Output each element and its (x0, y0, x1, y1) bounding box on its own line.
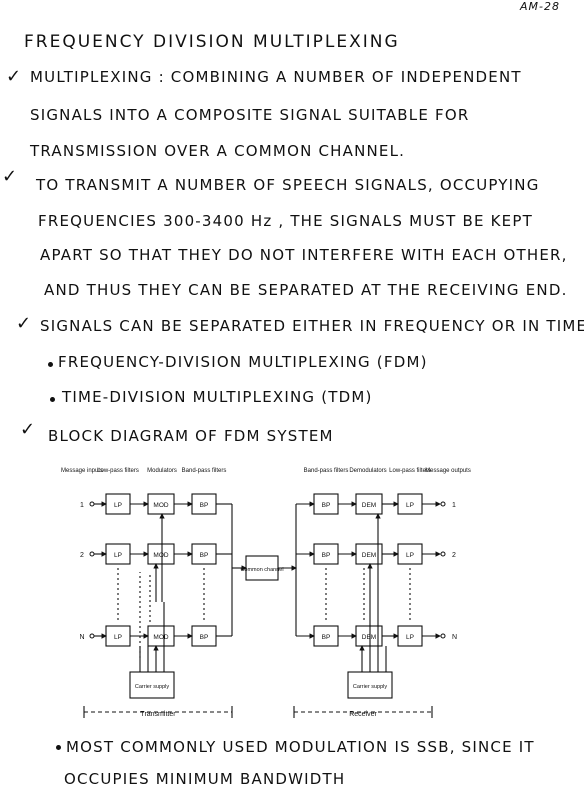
header-bandpass-filters-rx: Band-pass filters (304, 468, 349, 474)
carrier-supply-rx: Carrier supply (353, 684, 387, 690)
text-line: TO TRANSMIT A NUMBER OF SPEECH SIGNALS, … (36, 176, 540, 194)
transmitter-label: Transmitter (140, 711, 176, 718)
bullet-icon (56, 745, 61, 750)
header-message-outputs: Message outputs (425, 468, 471, 474)
dem-block: DEM (362, 634, 376, 641)
output-label: N (452, 634, 457, 641)
carrier-supply-tx: Carrier supply (135, 684, 169, 690)
text-line: FREQUENCIES 300-3400 Hz , THE SIGNALS MU… (38, 212, 533, 230)
text-line: MULTIPLEXING : COMBINING A NUMBER OF IND… (30, 68, 522, 86)
bp-block: BP (200, 552, 209, 559)
page-title: FREQUENCY DIVISION MULTIPLEXING (24, 32, 400, 52)
mod-block: MOD (153, 634, 168, 641)
lp-block: LP (406, 502, 414, 509)
text-line: BLOCK DIAGRAM OF FDM SYSTEM (48, 427, 334, 445)
bullet-icon (48, 362, 53, 367)
lp-block: LP (114, 634, 122, 641)
header-lowpass-filters-rx: Low-pass filters (389, 468, 431, 474)
lp-block: LP (114, 502, 122, 509)
header-lowpass-filters: Low-pass filters (97, 468, 139, 474)
output-label: 2 (452, 552, 456, 559)
bp-block: BP (322, 502, 331, 509)
input-label: N (79, 634, 84, 641)
output-label: 1 (452, 502, 456, 509)
lp-block: LP (406, 552, 414, 559)
page-number: AM-28 (520, 0, 560, 13)
bp-block: BP (322, 634, 331, 641)
common-channel-block: Common channel (240, 567, 283, 573)
header-bandpass-filters: Band-pass filters (182, 468, 227, 474)
lp-block: LP (114, 552, 122, 559)
fdm-block-diagram: Message inputs Low-pass filters Modulato… (61, 468, 471, 718)
bp-block: BP (322, 552, 331, 559)
checkmark-icon: ✓ (16, 313, 32, 334)
text-line: SIGNALS CAN BE SEPARATED EITHER IN FREQU… (40, 317, 584, 335)
mod-block: MOD (153, 552, 168, 559)
bp-block: BP (200, 634, 209, 641)
dem-block: DEM (362, 502, 376, 509)
checkmark-icon: ✓ (6, 66, 22, 87)
bp-block: BP (200, 502, 209, 509)
checkmark-icon: ✓ (2, 166, 18, 187)
input-label: 2 (80, 552, 84, 559)
header-modulators: Modulators (147, 468, 177, 474)
text-line: MOST COMMONLY USED MODULATION IS SSB, SI… (66, 738, 535, 756)
dem-block: DEM (362, 552, 376, 559)
header-demodulators: Demodulators (349, 468, 386, 474)
checkmark-icon: ✓ (20, 419, 36, 440)
text-line: TIME-DIVISION MULTIPLEXING (TDM) (62, 388, 373, 406)
input-label: 1 (80, 502, 84, 509)
text-line: APART SO THAT THEY DO NOT INTERFERE WITH… (40, 246, 568, 264)
lp-block: LP (406, 634, 414, 641)
header-message-inputs: Message inputs (61, 468, 103, 474)
text-line: OCCUPIES MINIMUM BANDWIDTH (64, 770, 346, 788)
text-line: TRANSMISSION OVER A COMMON CHANNEL. (30, 142, 406, 160)
text-line: FREQUENCY-DIVISION MULTIPLEXING (FDM) (58, 353, 428, 371)
receiver-label: Receiver (349, 711, 377, 718)
mod-block: MOD (153, 502, 168, 509)
bullet-icon (50, 397, 55, 402)
text-line: AND THUS THEY CAN BE SEPARATED AT THE RE… (44, 281, 568, 299)
text-line: SIGNALS INTO A COMPOSITE SIGNAL SUITABLE… (30, 106, 470, 124)
